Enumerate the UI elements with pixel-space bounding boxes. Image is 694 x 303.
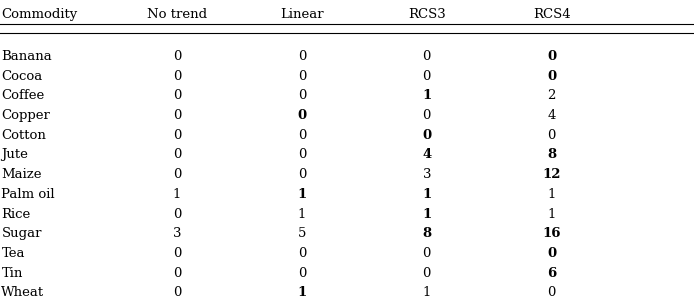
- Text: 4: 4: [548, 109, 556, 122]
- Text: Banana: Banana: [1, 50, 52, 63]
- Text: 8: 8: [547, 148, 557, 161]
- Text: 2: 2: [548, 89, 556, 102]
- Text: RCS3: RCS3: [408, 8, 446, 21]
- Text: 1: 1: [548, 208, 556, 221]
- Text: Cocoa: Cocoa: [1, 70, 42, 83]
- Text: 1: 1: [298, 208, 306, 221]
- Text: 0: 0: [173, 286, 181, 299]
- Text: 0: 0: [297, 109, 307, 122]
- Text: 1: 1: [423, 286, 431, 299]
- Text: No trend: No trend: [147, 8, 207, 21]
- Text: Tin: Tin: [1, 267, 23, 280]
- Text: 0: 0: [173, 70, 181, 83]
- Text: Cotton: Cotton: [1, 129, 46, 142]
- Text: 0: 0: [298, 70, 306, 83]
- Text: Rice: Rice: [1, 208, 31, 221]
- Text: Copper: Copper: [1, 109, 50, 122]
- Text: Coffee: Coffee: [1, 89, 44, 102]
- Text: 0: 0: [548, 286, 556, 299]
- Text: 0: 0: [423, 267, 431, 280]
- Text: Tea: Tea: [1, 247, 25, 260]
- Text: 0: 0: [422, 129, 432, 142]
- Text: Maize: Maize: [1, 168, 42, 181]
- Text: 1: 1: [173, 188, 181, 201]
- Text: 0: 0: [173, 129, 181, 142]
- Text: 0: 0: [173, 50, 181, 63]
- Text: 3: 3: [173, 227, 181, 240]
- Text: 0: 0: [173, 148, 181, 161]
- Text: 1: 1: [297, 286, 307, 299]
- Text: Sugar: Sugar: [1, 227, 42, 240]
- Text: 0: 0: [173, 89, 181, 102]
- Text: Jute: Jute: [1, 148, 28, 161]
- Text: 3: 3: [423, 168, 431, 181]
- Text: 0: 0: [547, 247, 557, 260]
- Text: 0: 0: [548, 129, 556, 142]
- Text: Palm oil: Palm oil: [1, 188, 55, 201]
- Text: Linear: Linear: [280, 8, 323, 21]
- Text: 0: 0: [173, 247, 181, 260]
- Text: RCS4: RCS4: [533, 8, 570, 21]
- Text: 5: 5: [298, 227, 306, 240]
- Text: 12: 12: [543, 168, 561, 181]
- Text: 16: 16: [543, 227, 561, 240]
- Text: 1: 1: [422, 89, 432, 102]
- Text: 0: 0: [423, 70, 431, 83]
- Text: Wheat: Wheat: [1, 286, 44, 299]
- Text: 0: 0: [298, 50, 306, 63]
- Text: 0: 0: [547, 70, 557, 83]
- Text: 1: 1: [422, 208, 432, 221]
- Text: 0: 0: [423, 109, 431, 122]
- Text: 4: 4: [422, 148, 432, 161]
- Text: 0: 0: [298, 247, 306, 260]
- Text: 0: 0: [173, 168, 181, 181]
- Text: 0: 0: [298, 148, 306, 161]
- Text: 0: 0: [173, 267, 181, 280]
- Text: 1: 1: [422, 188, 432, 201]
- Text: 0: 0: [173, 208, 181, 221]
- Text: 0: 0: [423, 247, 431, 260]
- Text: 0: 0: [298, 129, 306, 142]
- Text: 1: 1: [548, 188, 556, 201]
- Text: 8: 8: [422, 227, 432, 240]
- Text: Commodity: Commodity: [1, 8, 78, 21]
- Text: 0: 0: [298, 89, 306, 102]
- Text: 0: 0: [547, 50, 557, 63]
- Text: 0: 0: [298, 267, 306, 280]
- Text: 1: 1: [297, 188, 307, 201]
- Text: 0: 0: [423, 50, 431, 63]
- Text: 0: 0: [173, 109, 181, 122]
- Text: 0: 0: [298, 168, 306, 181]
- Text: 6: 6: [547, 267, 557, 280]
